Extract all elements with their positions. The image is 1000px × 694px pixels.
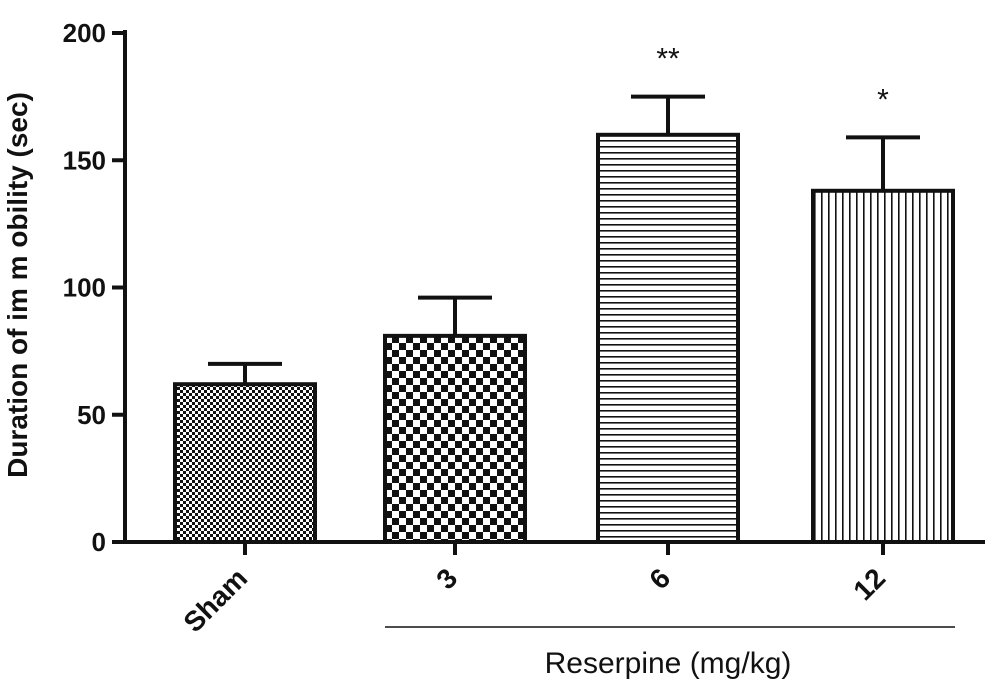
- bar-Sham: [173, 382, 317, 544]
- y-tick-label: 200: [63, 18, 106, 48]
- category-label-3: 3: [430, 562, 463, 595]
- y-tick-label: 100: [63, 273, 106, 303]
- bar-series: [173, 132, 955, 545]
- bar-6: [596, 132, 740, 545]
- x-axis-ticks: [243, 542, 885, 555]
- bar-12: [811, 188, 955, 544]
- y-axis-ticks: 0 50 100 150 200: [63, 18, 125, 557]
- significance-marker-12: *: [877, 83, 889, 116]
- significance-markers: ***: [656, 43, 889, 117]
- y-tick-label: 150: [63, 145, 106, 175]
- category-label-Sham: Sham: [177, 562, 253, 638]
- bar-3: [383, 333, 527, 545]
- category-label-12: 12: [847, 562, 891, 606]
- error-bars: [208, 94, 920, 385]
- category-label-6: 6: [643, 562, 676, 595]
- y-axis-label: Duration of im m obility (sec): [2, 92, 33, 478]
- group-label: Reserpine (mg/kg): [545, 647, 792, 680]
- y-tick-label: 0: [92, 527, 106, 557]
- significance-marker-6: **: [656, 43, 680, 76]
- y-tick-label: 50: [77, 400, 106, 430]
